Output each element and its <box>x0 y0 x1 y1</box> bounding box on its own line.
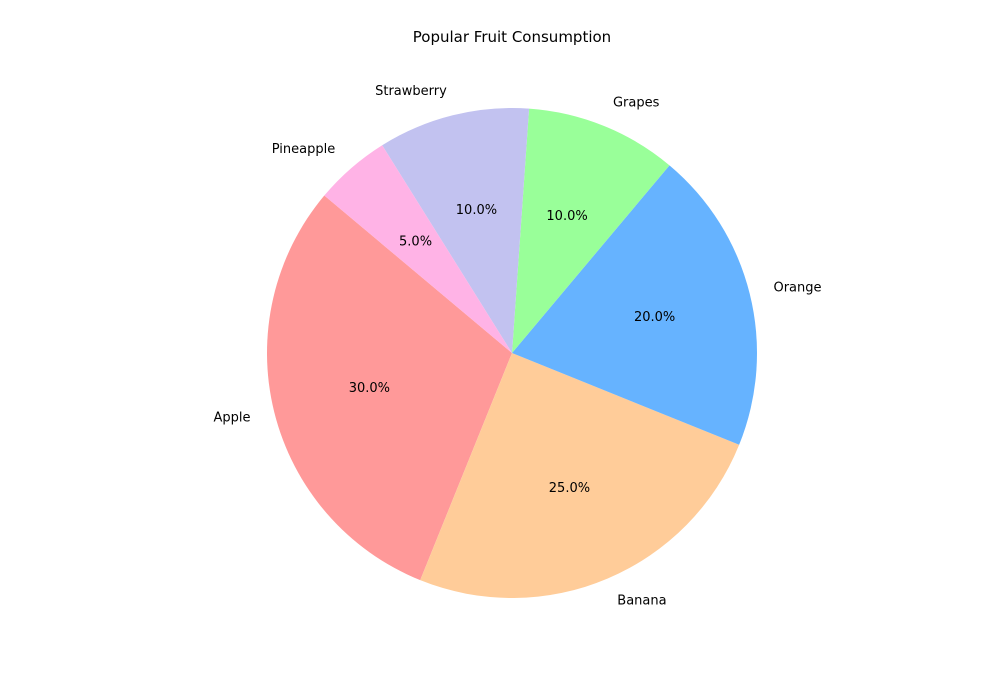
slice-label-apple: Apple <box>213 411 250 426</box>
chart-title: Popular Fruit Consumption <box>413 28 611 46</box>
pie-slice-banana <box>420 353 740 599</box>
slice-label-pineapple: Pineapple <box>272 142 335 157</box>
slice-label-strawberry: Strawberry <box>375 84 447 99</box>
slice-percent-banana: 25.0% <box>549 481 590 496</box>
slice-percent-grapes: 10.0% <box>546 209 587 224</box>
pie-slice-grapes <box>512 108 670 353</box>
pie-labels: Apple 30.0% Banana 25.0% Orange 20.0% Grapes 10… <box>213 84 821 609</box>
slice-percent-pineapple: 5.0% <box>399 235 432 250</box>
pie-slices <box>267 108 757 599</box>
slice-label-orange: Orange <box>773 280 821 295</box>
pie-slice-pineapple <box>324 145 512 353</box>
pie-slice-orange <box>512 165 757 445</box>
slice-label-banana: Banana <box>617 594 666 609</box>
pie-slice-strawberry <box>382 108 530 353</box>
pie-slice-apple <box>267 195 512 581</box>
slice-label-grapes: Grapes <box>613 96 660 111</box>
slice-percent-strawberry: 10.0% <box>456 203 497 218</box>
slice-percent-apple: 30.0% <box>349 381 390 396</box>
slice-percent-orange: 20.0% <box>634 310 675 325</box>
